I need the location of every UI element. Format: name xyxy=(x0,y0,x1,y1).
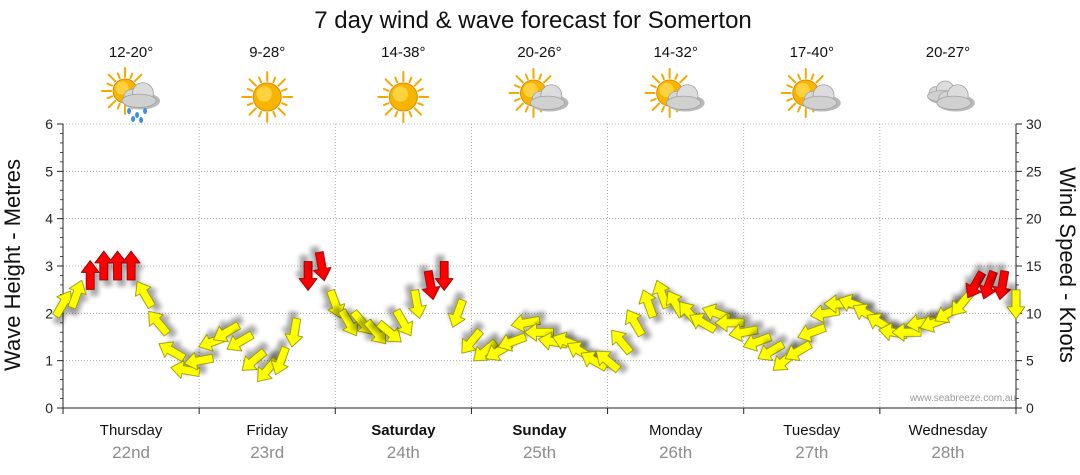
wind-arrow xyxy=(170,360,201,379)
day-label: Wednesday xyxy=(908,422,987,439)
sun-icon xyxy=(241,71,294,123)
wind-arrow xyxy=(392,308,414,337)
wind-arrow xyxy=(638,289,658,319)
y-right-tick-label: 20 xyxy=(1026,211,1042,227)
axes: 0 1 2 3 4 5 6 0 5 10 15 20 25 30 xyxy=(45,116,1042,416)
cloud-icon xyxy=(927,80,975,112)
y-right-tick-label: 15 xyxy=(1026,258,1042,274)
x-axis-labels: Thursday 22nd Friday 23rd Saturday 24th Sunday… xyxy=(100,422,988,462)
y-right-tick-label: 30 xyxy=(1026,116,1042,132)
wind-arrow xyxy=(67,279,87,310)
wind-arrow xyxy=(312,251,332,282)
wind-arrow xyxy=(434,261,454,291)
wind-arrow xyxy=(421,270,441,301)
chart-title: 7 day wind & wave forecast for Somerton xyxy=(314,7,752,34)
y-left-tick-label: 2 xyxy=(45,305,53,321)
y-left-tick-label: 0 xyxy=(45,400,53,416)
y-right-axis-label: Wind Speed - Knots xyxy=(1055,167,1080,363)
wind-arrow xyxy=(784,340,813,361)
sun-cloud-icon xyxy=(508,68,569,118)
wind-arrow xyxy=(652,279,671,310)
wind-arrow xyxy=(94,250,114,281)
wind-arrow xyxy=(580,351,609,372)
wind-arrow xyxy=(284,317,304,348)
temp-range: 14-38° xyxy=(381,44,425,61)
wind-arrow xyxy=(158,341,187,363)
wind-arrow xyxy=(757,340,786,361)
wind-arrow xyxy=(226,330,255,352)
y-right-tick-label: 5 xyxy=(1026,353,1034,369)
sun-icon xyxy=(377,71,430,123)
wind-arrow xyxy=(611,329,634,356)
wind-arrow xyxy=(891,322,922,342)
wind-arrow xyxy=(473,338,499,362)
y-left-axis-label: Wave Height - Metres xyxy=(0,159,25,371)
wind-arrow xyxy=(80,260,100,290)
wind-arrow xyxy=(108,250,127,281)
temp-range: 14-32° xyxy=(653,44,697,61)
y-left-tick-label: 1 xyxy=(45,353,53,369)
wind-arrow xyxy=(121,250,141,281)
date-label: 24th xyxy=(387,443,420,462)
wind-arrow xyxy=(689,313,718,334)
date-label: 26th xyxy=(659,443,692,462)
day-label: Tuesday xyxy=(783,422,840,439)
day-label: Monday xyxy=(649,422,703,439)
wind-arrow xyxy=(213,321,241,342)
date-label: 25th xyxy=(523,443,556,462)
wind-arrow xyxy=(595,350,622,374)
wind-arrow xyxy=(298,261,318,291)
date-label: 22nd xyxy=(112,443,150,462)
wind-arrow xyxy=(797,323,827,343)
wind-arrow xyxy=(625,309,646,338)
date-label: 27th xyxy=(795,443,828,462)
wind-arrow xyxy=(270,345,290,376)
y-left-tick-label: 6 xyxy=(45,116,53,132)
wind-arrow xyxy=(447,298,467,328)
y-left-tick-label: 4 xyxy=(45,211,53,227)
credit-text: www.seabreeze.com.au xyxy=(909,393,1016,404)
date-label: 28th xyxy=(931,443,964,462)
temp-range: 9-28° xyxy=(249,44,285,61)
wind-arrow xyxy=(135,281,156,309)
wind-arrow xyxy=(497,332,528,352)
wind-arrow xyxy=(408,289,427,320)
sun-cloud-icon xyxy=(780,68,841,118)
date-label: 23rd xyxy=(250,443,284,462)
weather-row: 12-20° 9-28° 14-38° 20-26° 14-32° 17-40° 20-27… xyxy=(101,44,975,123)
y-right-tick-label: 10 xyxy=(1026,305,1042,321)
grid-lines xyxy=(63,123,1016,409)
temp-range: 17-40° xyxy=(790,44,834,61)
day-label: Sunday xyxy=(512,422,567,439)
day-label: Thursday xyxy=(100,422,163,439)
temp-range: 20-26° xyxy=(517,44,561,61)
wind-arrow xyxy=(241,348,268,371)
sun-cloud-rain-icon xyxy=(101,67,161,123)
day-label: Saturday xyxy=(371,422,436,439)
wind-arrow xyxy=(728,323,759,343)
sun-cloud-icon xyxy=(644,68,705,118)
wind-arrow xyxy=(524,322,554,342)
wind-arrow xyxy=(326,288,346,319)
y-right-tick-label: 0 xyxy=(1026,400,1034,416)
y-right-tick-label: 25 xyxy=(1026,163,1042,179)
wind-arrow xyxy=(148,310,171,337)
wind-arrow xyxy=(714,313,745,333)
wind-arrow xyxy=(1006,289,1026,320)
wind-arrow xyxy=(992,270,1012,301)
wind-arrows xyxy=(52,250,1026,382)
wind-arrow xyxy=(183,351,214,371)
y-left-tick-label: 3 xyxy=(45,258,53,274)
wind-arrow xyxy=(461,328,484,354)
temp-range: 20-27° xyxy=(926,44,970,61)
day-label: Friday xyxy=(246,422,288,439)
wind-arrow xyxy=(376,319,402,343)
temp-range: 12-20° xyxy=(109,44,153,61)
wind-arrow xyxy=(742,332,773,352)
wind-arrow xyxy=(510,314,541,333)
y-left-tick-label: 5 xyxy=(45,163,53,179)
wind-arrow xyxy=(965,270,987,299)
